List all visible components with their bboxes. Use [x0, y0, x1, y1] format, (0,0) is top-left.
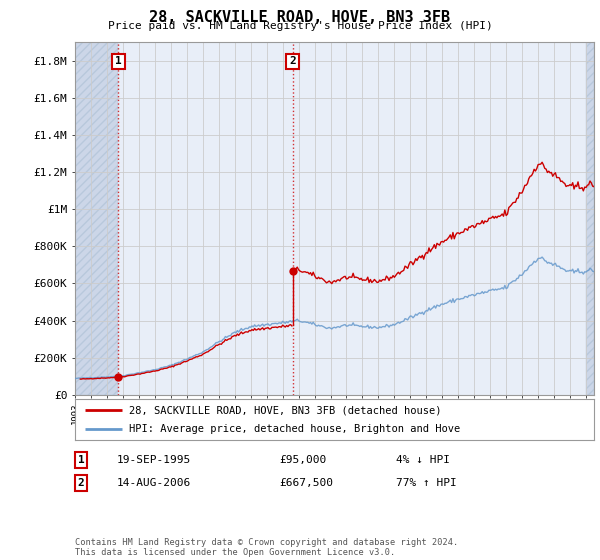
Text: £95,000: £95,000 [279, 455, 326, 465]
Text: 77% ↑ HPI: 77% ↑ HPI [396, 478, 457, 488]
Text: £667,500: £667,500 [279, 478, 333, 488]
Text: 1: 1 [77, 455, 85, 465]
Text: 28, SACKVILLE ROAD, HOVE, BN3 3FB (detached house): 28, SACKVILLE ROAD, HOVE, BN3 3FB (detac… [130, 405, 442, 415]
Text: HPI: Average price, detached house, Brighton and Hove: HPI: Average price, detached house, Brig… [130, 424, 461, 433]
Text: 2: 2 [77, 478, 85, 488]
Text: 4% ↓ HPI: 4% ↓ HPI [396, 455, 450, 465]
Text: 28, SACKVILLE ROAD, HOVE, BN3 3FB: 28, SACKVILLE ROAD, HOVE, BN3 3FB [149, 10, 451, 25]
Text: 2: 2 [289, 57, 296, 67]
Text: Price paid vs. HM Land Registry's House Price Index (HPI): Price paid vs. HM Land Registry's House … [107, 21, 493, 31]
Text: 1: 1 [115, 57, 122, 67]
Text: 14-AUG-2006: 14-AUG-2006 [117, 478, 191, 488]
Text: 19-SEP-1995: 19-SEP-1995 [117, 455, 191, 465]
Text: Contains HM Land Registry data © Crown copyright and database right 2024.
This d: Contains HM Land Registry data © Crown c… [75, 538, 458, 557]
